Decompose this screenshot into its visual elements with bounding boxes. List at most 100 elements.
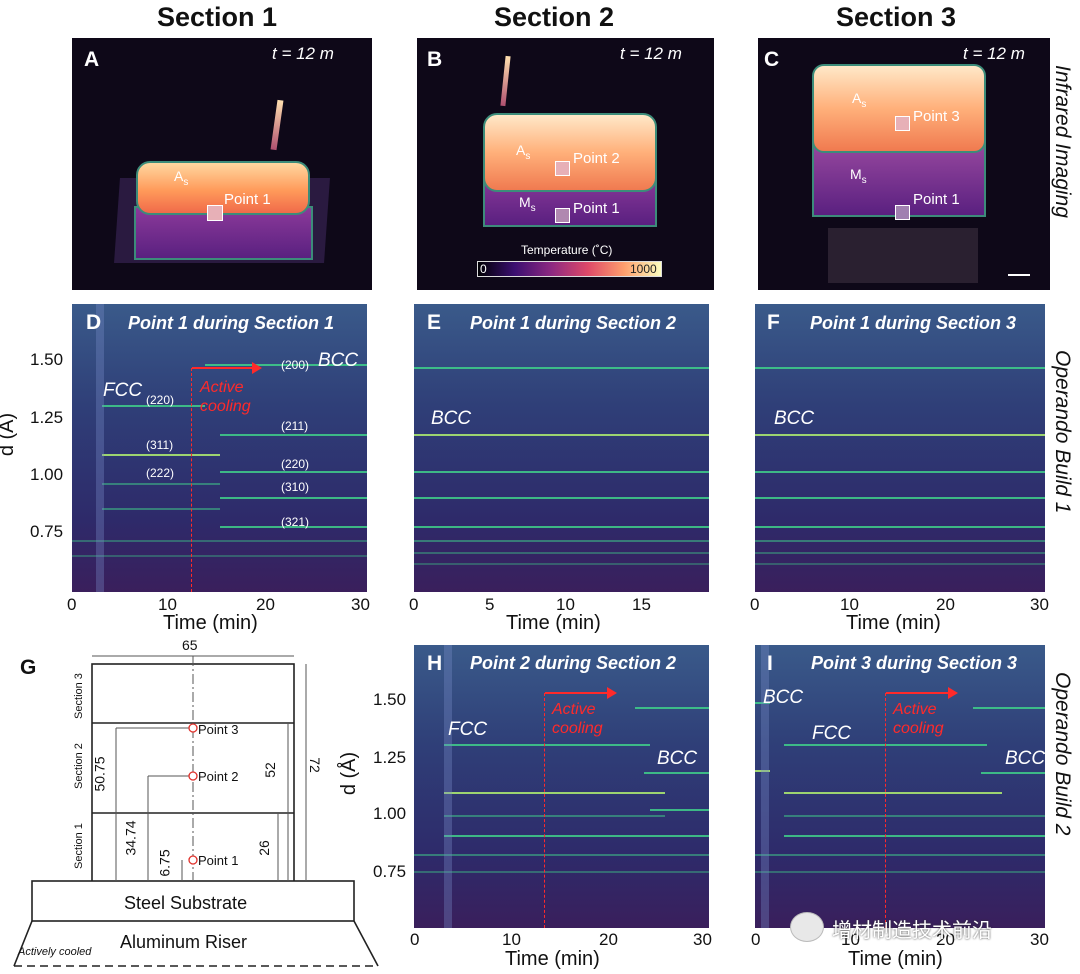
diffraction-line [755, 471, 1045, 474]
diffraction-line [644, 772, 709, 775]
time-label-a: t = 12 m [272, 44, 334, 63]
x-tick-d: 20 [256, 595, 275, 614]
diffraction-line [72, 540, 367, 543]
bcc-label-f: BCC [774, 408, 815, 429]
column-title-2: Section 2 [493, 2, 615, 32]
panel-letter-e: E [427, 311, 442, 334]
active-cooling-line-h [544, 693, 545, 928]
cooling-text: cooling [552, 720, 603, 737]
dim-34-74: 34.74 [122, 820, 139, 856]
diffraction-line [101, 482, 220, 485]
ms-subscript: s [530, 202, 536, 214]
fcc-label-h: FCC [448, 719, 488, 740]
panel-letter-i: I [767, 652, 773, 675]
ms-text: M [850, 166, 862, 182]
colorbar-max: 1000 [630, 262, 657, 276]
as-subscript: s [183, 176, 189, 188]
x-tick-i: 10 [841, 930, 860, 949]
temperature-colorbar [477, 261, 662, 277]
active-cooling-arrow-d [192, 367, 254, 369]
dim-width: 65 [182, 637, 198, 653]
diffraction-line [755, 871, 1045, 874]
dim-6-75: 6.75 [156, 849, 173, 877]
active-cooling-label-i: Active cooling [893, 700, 944, 738]
dim-52: 52 [261, 762, 278, 778]
bcc-label-i-start: BCC [763, 687, 804, 708]
ms-label-c: Ms [850, 166, 867, 186]
arrowhead-icon [607, 687, 617, 699]
watermark-text: 增材制造技术前沿 [832, 920, 992, 942]
panel-e-heatmap [414, 304, 709, 592]
as-label-b: As [516, 142, 530, 162]
diffraction-line [784, 814, 1045, 817]
arrowhead-icon [948, 687, 958, 699]
x-tick-i: 30 [1030, 930, 1049, 949]
panel-i-heatmap [755, 645, 1045, 928]
x-tick-f: 20 [936, 595, 955, 614]
diffraction-line [204, 364, 367, 367]
x-axis-title-f: Time (min) [846, 612, 941, 634]
cooling-text: cooling [893, 720, 944, 737]
x-axis-title-d: Time (min) [163, 612, 258, 634]
panel-letter-g: G [20, 656, 37, 679]
active-cooling-label-h: Active cooling [552, 700, 603, 738]
column-title-1: Section 1 [156, 2, 278, 32]
bcc-label-h: BCC [657, 748, 698, 769]
wechat-icon [790, 912, 824, 942]
panel-c-infrared: C t = 12 m As Point 3 Ms Point 1 [758, 38, 1050, 290]
diffraction-line [635, 707, 709, 710]
diffraction-line [784, 792, 1002, 795]
hkl-label: (321) [281, 515, 310, 529]
point1-label-c: Point 1 [913, 191, 960, 208]
point1-label-a: Point 1 [224, 191, 271, 208]
diffraction-line [101, 453, 220, 456]
side-label-infrared: Infrared Imaging [1051, 65, 1074, 218]
time-label-c: t = 12 m [963, 44, 1025, 63]
diffraction-line [219, 433, 367, 436]
x-tick-e: 0 [409, 595, 419, 614]
colorbar-title: Temperature (˚C) [521, 243, 613, 257]
x-tick-d: 30 [351, 595, 370, 614]
ms-text: M [519, 194, 531, 210]
diffraction-line [219, 525, 367, 528]
diffraction-line [219, 496, 367, 499]
diffraction-line [755, 525, 1045, 528]
diffraction-line [414, 563, 709, 566]
dim-height: 72 [306, 757, 323, 773]
hkl-label: (211) [281, 419, 309, 433]
hkl-label: (220) [146, 393, 175, 407]
panel-f-heatmap [755, 304, 1045, 592]
active-cooling-line-i [885, 693, 886, 928]
x-tick-f: 10 [840, 595, 859, 614]
x-tick-i: 20 [936, 930, 955, 949]
as-label-a: As [174, 168, 188, 188]
diffraction-line [755, 563, 1045, 566]
panel-letter-d: D [86, 311, 102, 334]
fcc-label-i: FCC [812, 723, 852, 744]
panel-b-infrared: B t = 12 m As Point 2 Ms Point 1 Tempera… [417, 38, 714, 290]
diffraction-line [443, 744, 650, 747]
column-title-3: Section 3 [835, 2, 957, 32]
point1-label-b: Point 1 [573, 200, 620, 217]
point-label-1: Point 1 [198, 853, 239, 868]
x-tick-h: 10 [502, 930, 521, 949]
hkl-label: (311) [146, 438, 174, 452]
x-axis-title-e: Time (min) [506, 612, 601, 634]
point2-label-b: Point 2 [573, 150, 620, 167]
panel-title-h: Point 2 during Section 2 [470, 653, 677, 673]
bcc-label-i: BCC [1005, 748, 1046, 769]
x-tick-h: 30 [693, 930, 712, 949]
y-axis-title-h: d (Å) [338, 751, 361, 796]
x-tick-i: 0 [751, 930, 761, 949]
colorbar-min: 0 [480, 262, 487, 276]
diffraction-line [443, 834, 709, 837]
diffraction-line [755, 854, 1045, 857]
y-tick: 0.75 [373, 862, 407, 881]
active-text: Active [200, 379, 244, 396]
x-axis-title-h: Time (min) [505, 948, 600, 970]
panel-title-f: Point 1 during Section 3 [810, 313, 1017, 333]
diffraction-line [784, 834, 1045, 837]
section-label-2: Section 2 [72, 743, 85, 789]
y-tick: 1.50 [30, 350, 64, 369]
diffraction-line [72, 554, 367, 557]
